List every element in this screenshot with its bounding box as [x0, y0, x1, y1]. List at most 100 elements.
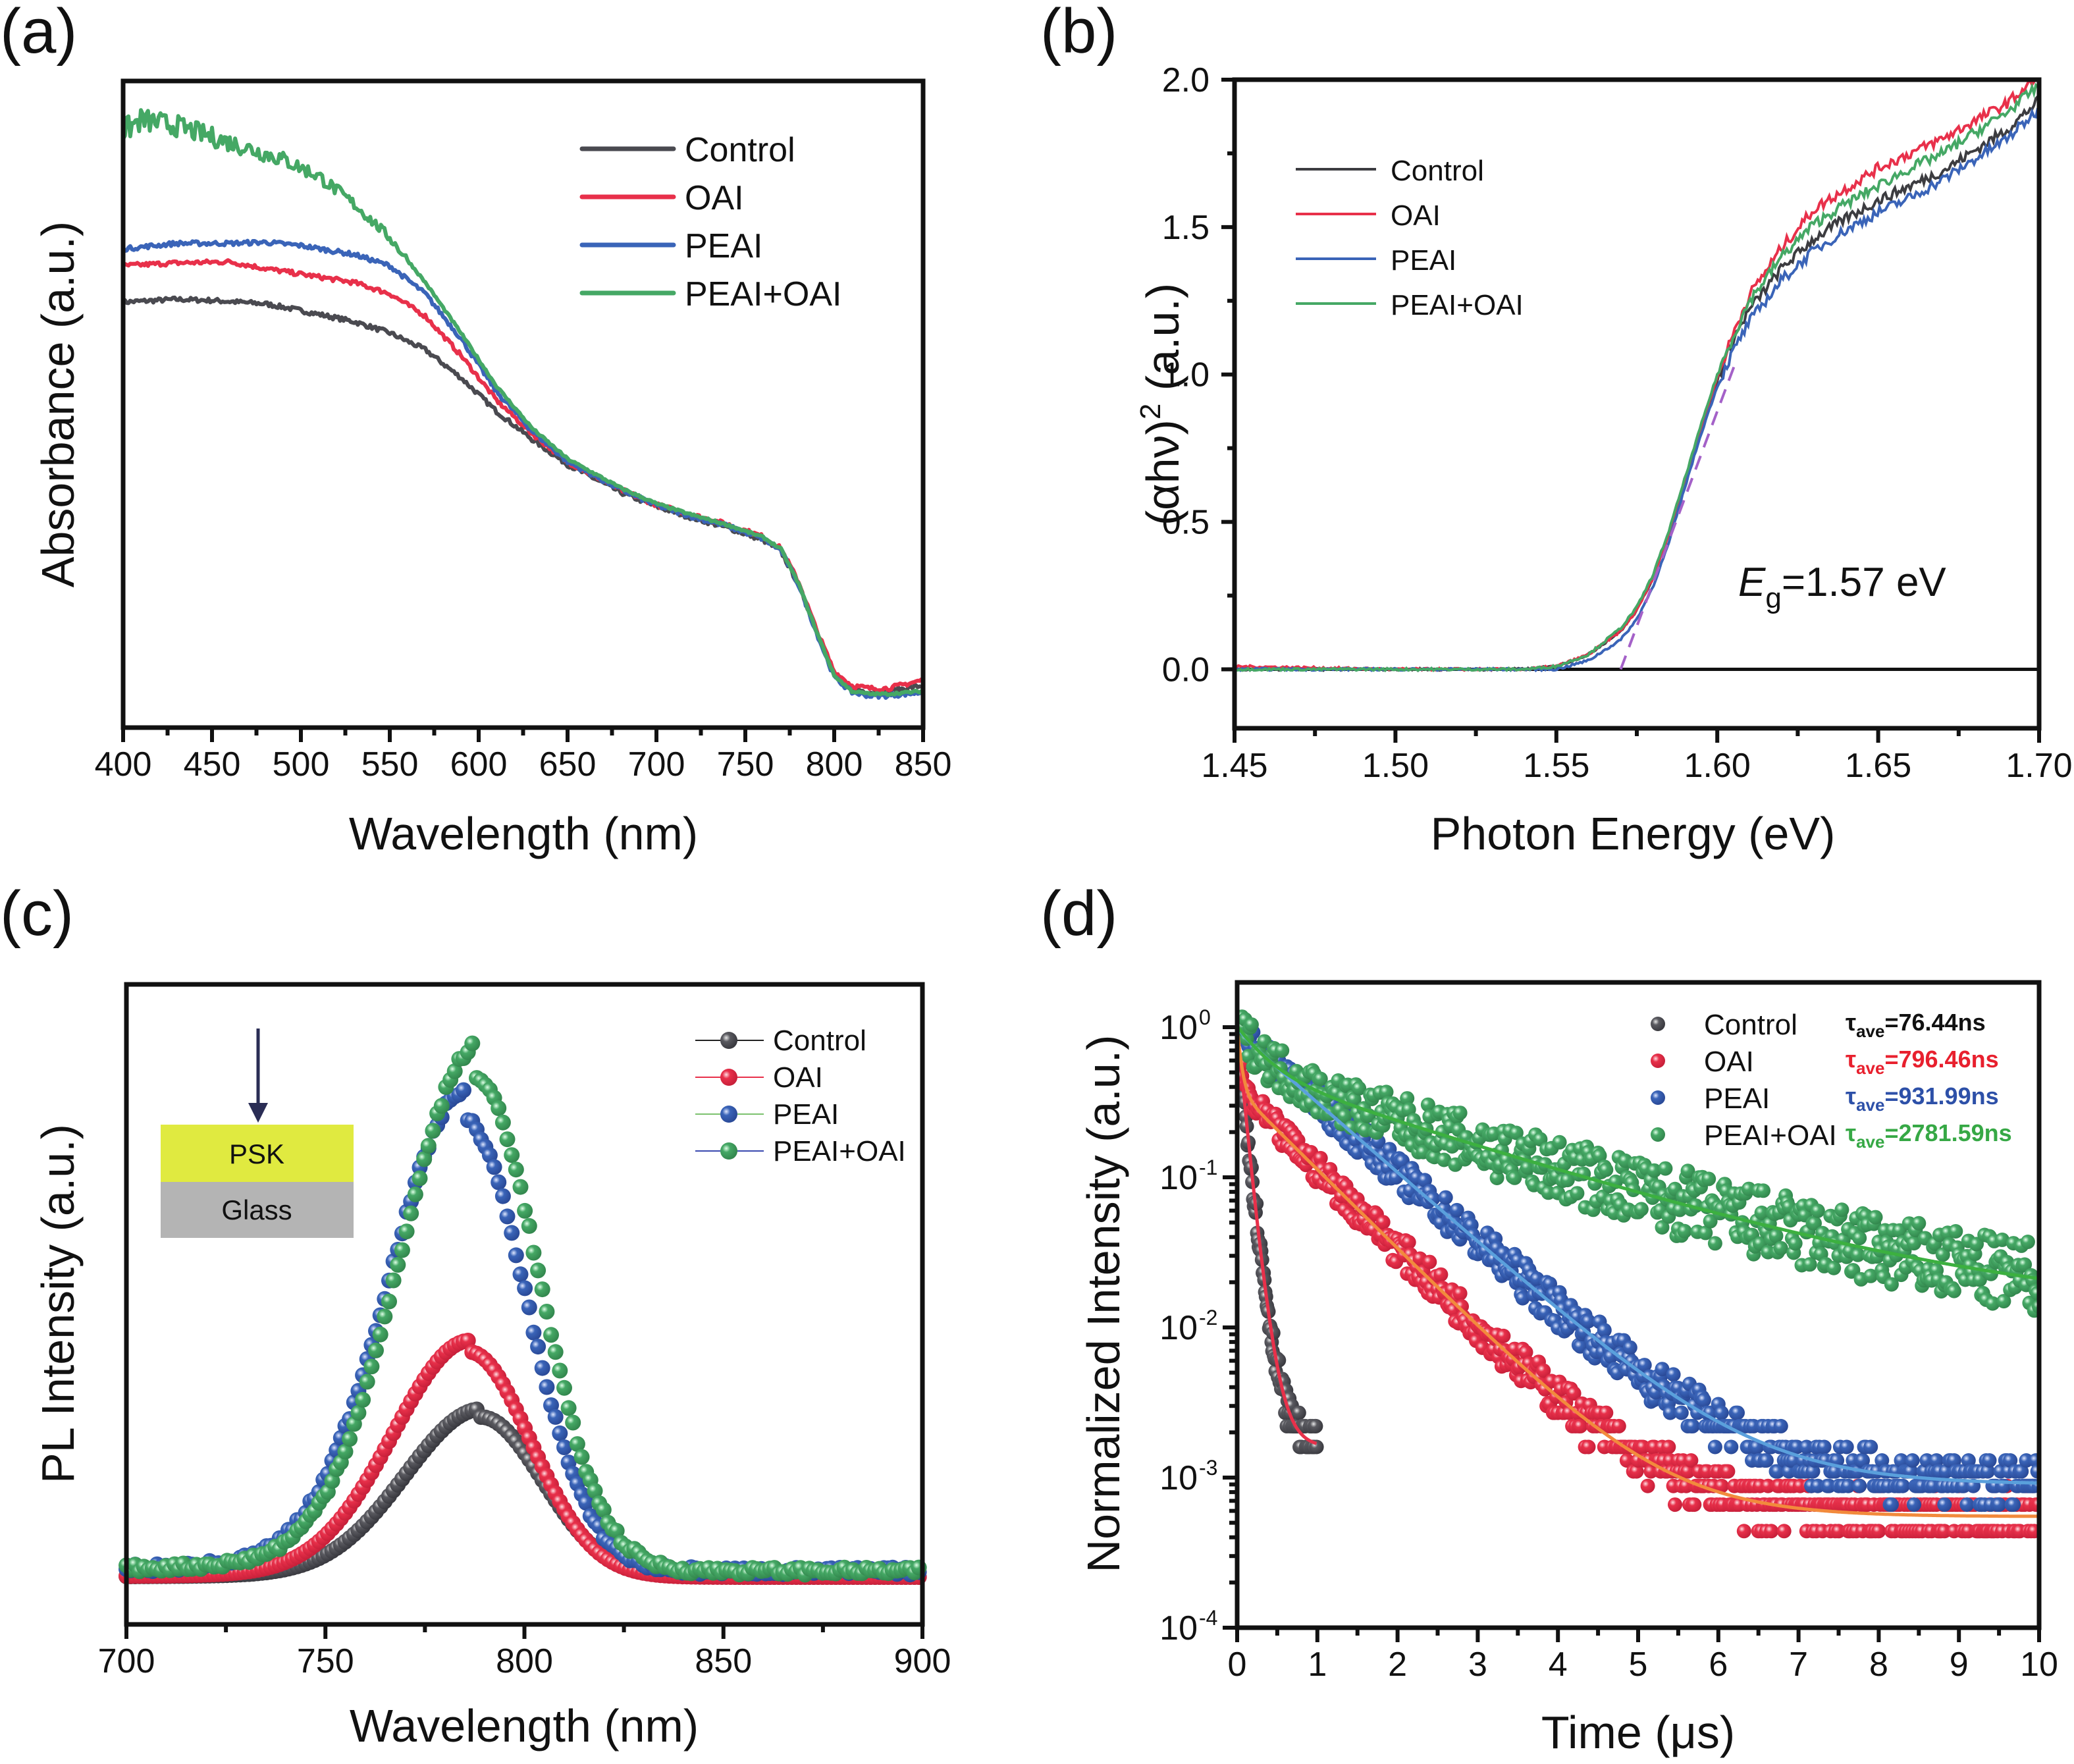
data-point: [1985, 1296, 2000, 1311]
data-point: [1895, 1478, 1910, 1493]
legend-label-peai-oai: PEAI+OAI: [1391, 289, 1524, 321]
x-tick-label: 2: [1388, 1645, 1407, 1684]
data-point: [1996, 1294, 2011, 1309]
data-point: [1379, 1084, 1394, 1100]
data-point: [1629, 1464, 1644, 1479]
legend-label-oai: OAI: [773, 1061, 823, 1094]
data-point: [425, 1123, 441, 1139]
data-point: [1805, 1464, 1821, 1479]
data-point: [1662, 1405, 1678, 1420]
data-point: [1346, 1092, 1362, 1107]
data-point: [1911, 1216, 1927, 1231]
panel-c-x-axis-title: Wavelength (nm): [350, 1700, 699, 1751]
data-point: [530, 1339, 546, 1355]
data-point: [1515, 1291, 1530, 1306]
data-point: [420, 1138, 437, 1154]
y-tick-exponent: -3: [1199, 1456, 1217, 1480]
y-tick-exponent: -4: [1199, 1606, 1217, 1630]
legend-marker-oai: [720, 1069, 737, 1086]
eg-value: =1.57 eV: [1782, 560, 1947, 605]
data-point: [499, 1131, 516, 1148]
y-title-sup: 2: [1134, 404, 1167, 419]
data-point: [556, 1379, 572, 1396]
data-point: [385, 1272, 402, 1289]
legend-marker-control: [720, 1032, 737, 1049]
data-point: [1313, 1071, 1328, 1086]
data-point: [1802, 1257, 1817, 1272]
data-point: [368, 1342, 384, 1358]
data-point: [1674, 1405, 1689, 1420]
tau-symbol: τ: [1846, 1046, 1856, 1073]
data-point: [547, 1408, 564, 1425]
panel-d-plot-area: [1237, 1009, 2039, 1539]
data-point: [1438, 1190, 1453, 1205]
data-point: [1611, 1418, 1626, 1433]
y-tick-label: 2.0: [1162, 61, 1210, 99]
data-point: [1850, 1247, 1865, 1262]
x-tick-label: 700: [628, 745, 685, 784]
tangent-fit-line: [1619, 359, 1738, 670]
data-point: [355, 1391, 371, 1408]
data-point: [359, 1374, 375, 1390]
y-tick-label: 10: [1159, 1609, 1198, 1647]
data-point: [1884, 1497, 1899, 1512]
tau-label-control: τave=76.44ns: [1846, 1009, 1986, 1041]
data-point: [1696, 1393, 1711, 1408]
data-point: [1244, 1017, 1259, 1032]
data-point: [1855, 1453, 1870, 1468]
data-point: [491, 1174, 507, 1190]
x-tick-label: 1.45: [1201, 747, 1267, 785]
panel-b-series-group: [1235, 80, 2039, 673]
tau-subscript: ave: [1856, 1021, 1884, 1041]
data-point: [350, 1404, 367, 1421]
y-tick-label: 1.0: [1162, 356, 1210, 394]
data-point: [1773, 1418, 1788, 1433]
data-point: [569, 1436, 585, 1453]
data-point: [1764, 1524, 1779, 1539]
data-point: [1937, 1497, 1952, 1512]
data-point: [1508, 1125, 1524, 1140]
data-point: [377, 1308, 393, 1325]
data-point: [372, 1326, 388, 1343]
panel-d-series-group: [1237, 1009, 2039, 1539]
series-line-control: [121, 295, 924, 696]
x-tick-label: 750: [297, 1642, 354, 1680]
data-point: [1756, 1183, 1770, 1198]
legend-label-peai: PEAI: [685, 227, 763, 265]
panel-label-d: (d): [1040, 878, 1117, 949]
legend-label-oai: OAI: [685, 179, 744, 217]
tau-value: =76.44ns: [1884, 1009, 1985, 1036]
panel-a-y-axis-title: Absorbance (a.u.): [32, 221, 84, 587]
data-point: [433, 1098, 450, 1114]
x-tick-label: 1.50: [1362, 747, 1429, 785]
data-point: [1680, 1163, 1695, 1179]
data-point: [363, 1358, 380, 1375]
data-point: [1425, 1191, 1441, 1206]
data-point: [464, 1035, 481, 1052]
data-point: [1655, 1362, 1670, 1377]
fit-curve-peai: [1237, 1026, 2039, 1485]
data-point: [1668, 1497, 1682, 1512]
data-point: [1875, 1453, 1890, 1468]
fit-curve-oai: [1237, 1027, 2039, 1518]
data-point: [508, 1247, 524, 1264]
panel-a: (a) 400 450 500 550 600 650 700 750 800 850 Wavel…: [0, 0, 951, 859]
tau-label-oai: τave=796.46ns: [1846, 1046, 1999, 1078]
x-tick-label: 0: [1228, 1645, 1247, 1684]
data-point: [565, 1414, 581, 1431]
data-point: [412, 1170, 428, 1187]
data-point: [1275, 1043, 1290, 1058]
panel-a-x-ticks: 400 450 500 550 600 650 700 750 800 850: [95, 728, 951, 784]
panel-a-plot-area: [121, 108, 924, 700]
legend-label-peai: PEAI: [1391, 244, 1456, 277]
data-point: [1433, 1267, 1449, 1282]
panel-b-legend: Control OAI PEAI PEAI+OAI: [1296, 155, 1524, 321]
data-point: [2003, 1453, 2018, 1468]
data-point: [1581, 1314, 1596, 1329]
data-point: [1536, 1363, 1551, 1378]
eg-subscript: g: [1765, 582, 1781, 614]
y-tick-label: 0.0: [1162, 651, 1210, 689]
data-point: [1422, 1254, 1437, 1270]
